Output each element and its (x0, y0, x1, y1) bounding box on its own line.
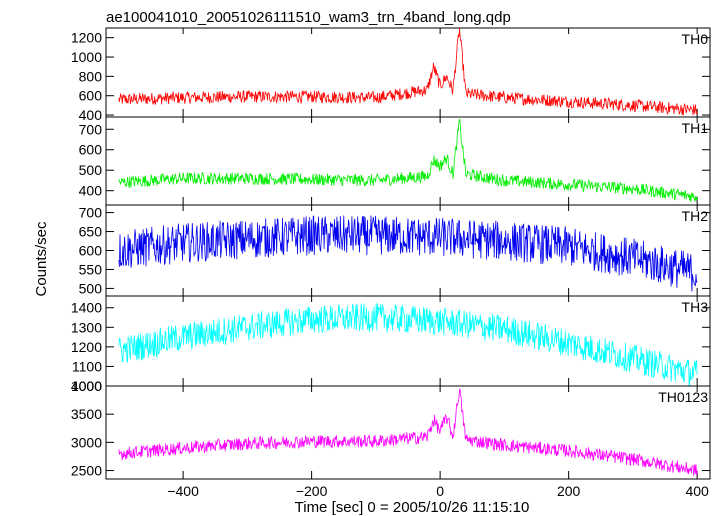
panel-label: TH2 (682, 208, 709, 224)
panel-frame (105, 385, 711, 480)
y-tick-label: 500 (79, 162, 103, 178)
y-tick-label: 3500 (71, 406, 102, 422)
panel-th3: 1000 1100 1200 1300 1400 TH3 (71, 295, 711, 394)
x-axis-label: Time [sec] 0 = 2005/10/26 11:15:10 (295, 499, 530, 516)
x-tick-label: 0 (436, 483, 444, 499)
series-line-th2 (118, 215, 698, 292)
panel-frame (105, 116, 711, 206)
panel-label: TH0 (682, 31, 709, 47)
y-tick-label: 1400 (71, 300, 102, 316)
panel-label: TH0123 (658, 389, 708, 405)
y-tick-label: 1000 (71, 378, 102, 394)
y-tick-label: 700 (79, 205, 103, 221)
y-tick-label: 2500 (71, 463, 102, 479)
y-tick-label: 1200 (71, 339, 102, 355)
y-tick-label: 550 (79, 261, 103, 277)
y-tick-label: 3000 (71, 434, 102, 450)
x-tick-label: −200 (296, 483, 328, 499)
y-tick-label: 500 (79, 280, 103, 296)
series-line-th0123 (118, 387, 698, 477)
y-tick-label: 600 (79, 142, 103, 158)
y-tick-label: 400 (79, 183, 103, 199)
panel-label: TH3 (682, 299, 709, 315)
panel-th0: 400 600 800 1000 1200 TH0 (71, 27, 711, 123)
panel-th2: 500 550 600 650 700 TH2 (79, 204, 711, 297)
y-tick-label: 400 (79, 107, 103, 123)
y-axis-label: Counts/sec (33, 221, 50, 297)
y-tick-label: 4000 (71, 378, 102, 394)
y-tick-label: 1200 (71, 30, 102, 46)
series-line-th0 (118, 27, 698, 116)
series-line-th1 (118, 118, 698, 203)
y-tick-label: 600 (79, 243, 103, 259)
y-tick-label: 650 (79, 224, 103, 240)
series-line-th3 (118, 302, 698, 387)
chart-title: ae100041010_20051026111510_wam3_trn_4ban… (106, 9, 511, 26)
y-tick-label: 700 (79, 121, 103, 137)
y-tick-label: 800 (79, 68, 103, 84)
chart-panels: 400 600 800 1000 1200 TH0 400 500 600 700 TH1 500 55… (71, 27, 711, 499)
x-tick-label: 200 (557, 483, 581, 499)
panel-th1: 400 500 600 700 TH1 (79, 116, 711, 206)
panel-label: TH1 (682, 120, 709, 136)
y-tick-label: 1100 (72, 358, 102, 374)
x-tick-label: 400 (685, 483, 709, 499)
x-tick-label: −400 (167, 483, 199, 499)
y-tick-label: 1000 (71, 49, 102, 65)
y-tick-label: 1300 (71, 319, 102, 335)
panel-th0123: 2500 3000 3500 4000 TH0123 (71, 378, 711, 480)
y-tick-label: 600 (79, 88, 103, 104)
